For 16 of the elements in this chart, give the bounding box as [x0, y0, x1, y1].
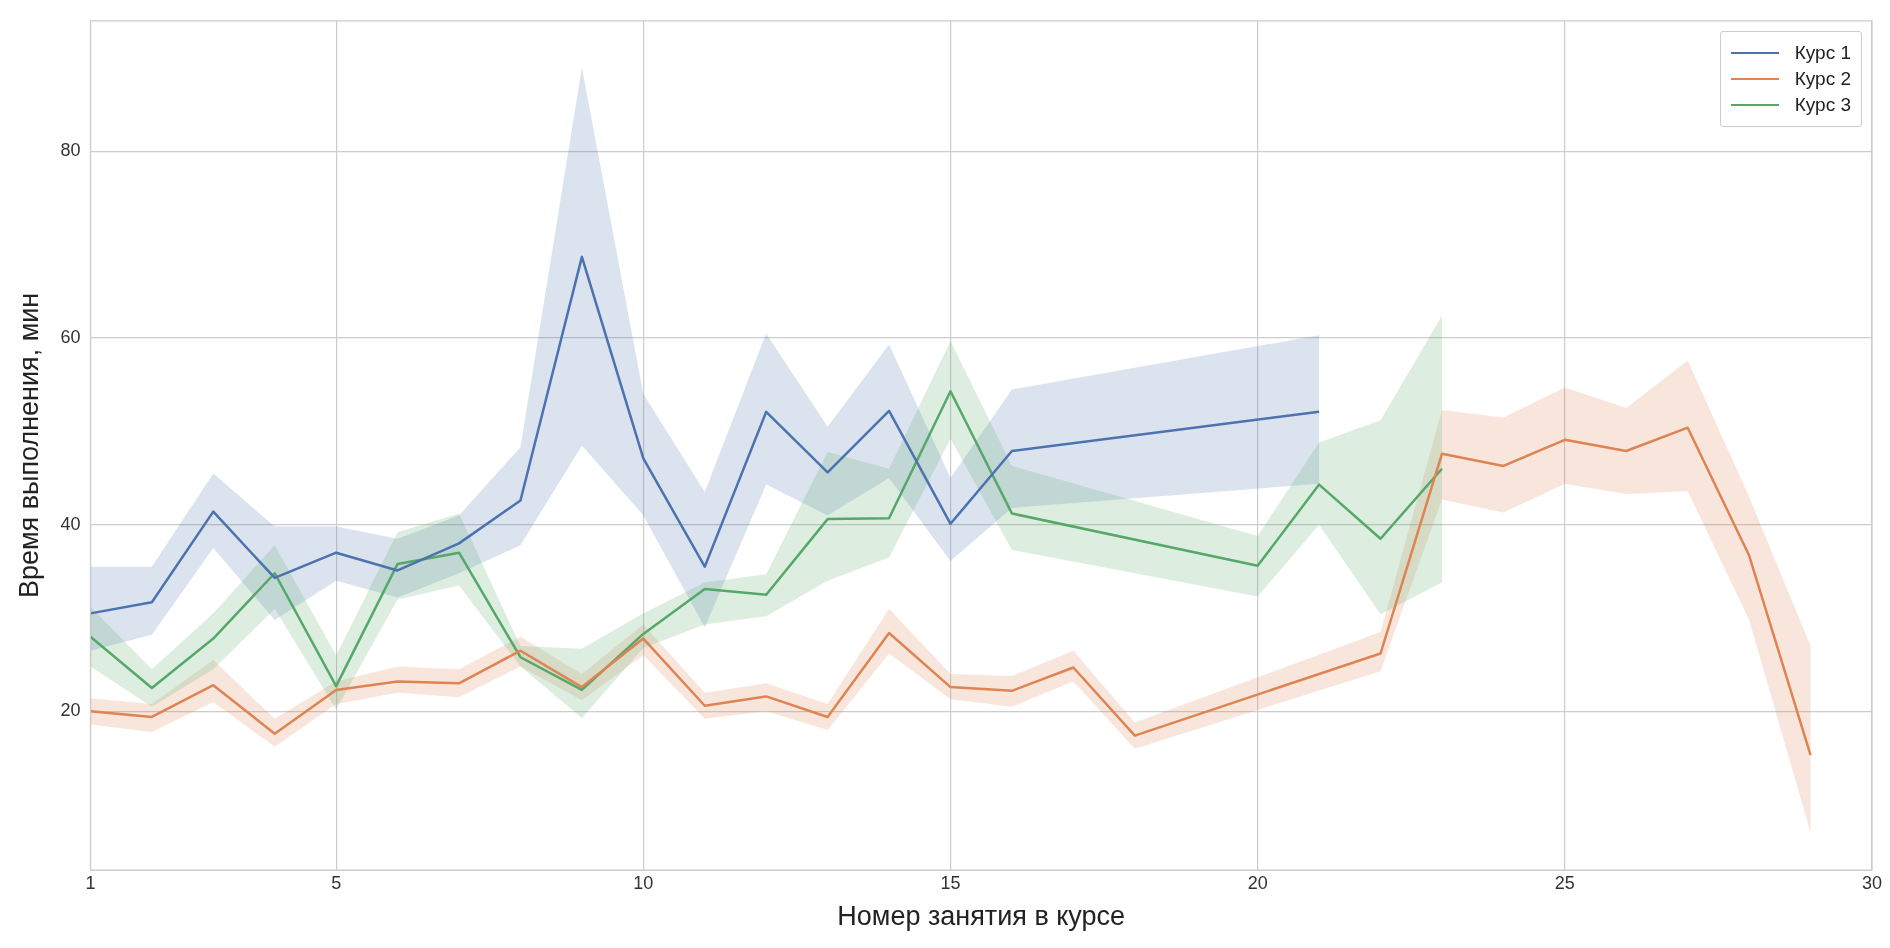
y-tick-label: 40 — [60, 513, 81, 534]
x-tick-label: 20 — [1247, 872, 1268, 893]
y-tick-label: 60 — [60, 327, 81, 348]
y-tick-label: 80 — [60, 140, 81, 161]
legend-label: Курс 1 — [1794, 41, 1851, 64]
y-tick-label: 20 — [60, 700, 81, 721]
x-tick-label: 15 — [940, 872, 961, 893]
legend-label: Курс 3 — [1794, 93, 1851, 116]
x-tick-label: 30 — [1861, 872, 1883, 893]
x-axis-title: Номер занятия в курсе — [837, 901, 1126, 932]
x-tick-label: 5 — [331, 872, 342, 893]
y-axis-title: Время выполнения, мин — [13, 292, 44, 599]
legend-label: Курс 2 — [1794, 67, 1851, 90]
x-tick-label: 1 — [85, 872, 96, 893]
x-tick-label: 25 — [1554, 872, 1575, 893]
x-tick-label: 10 — [633, 872, 654, 893]
